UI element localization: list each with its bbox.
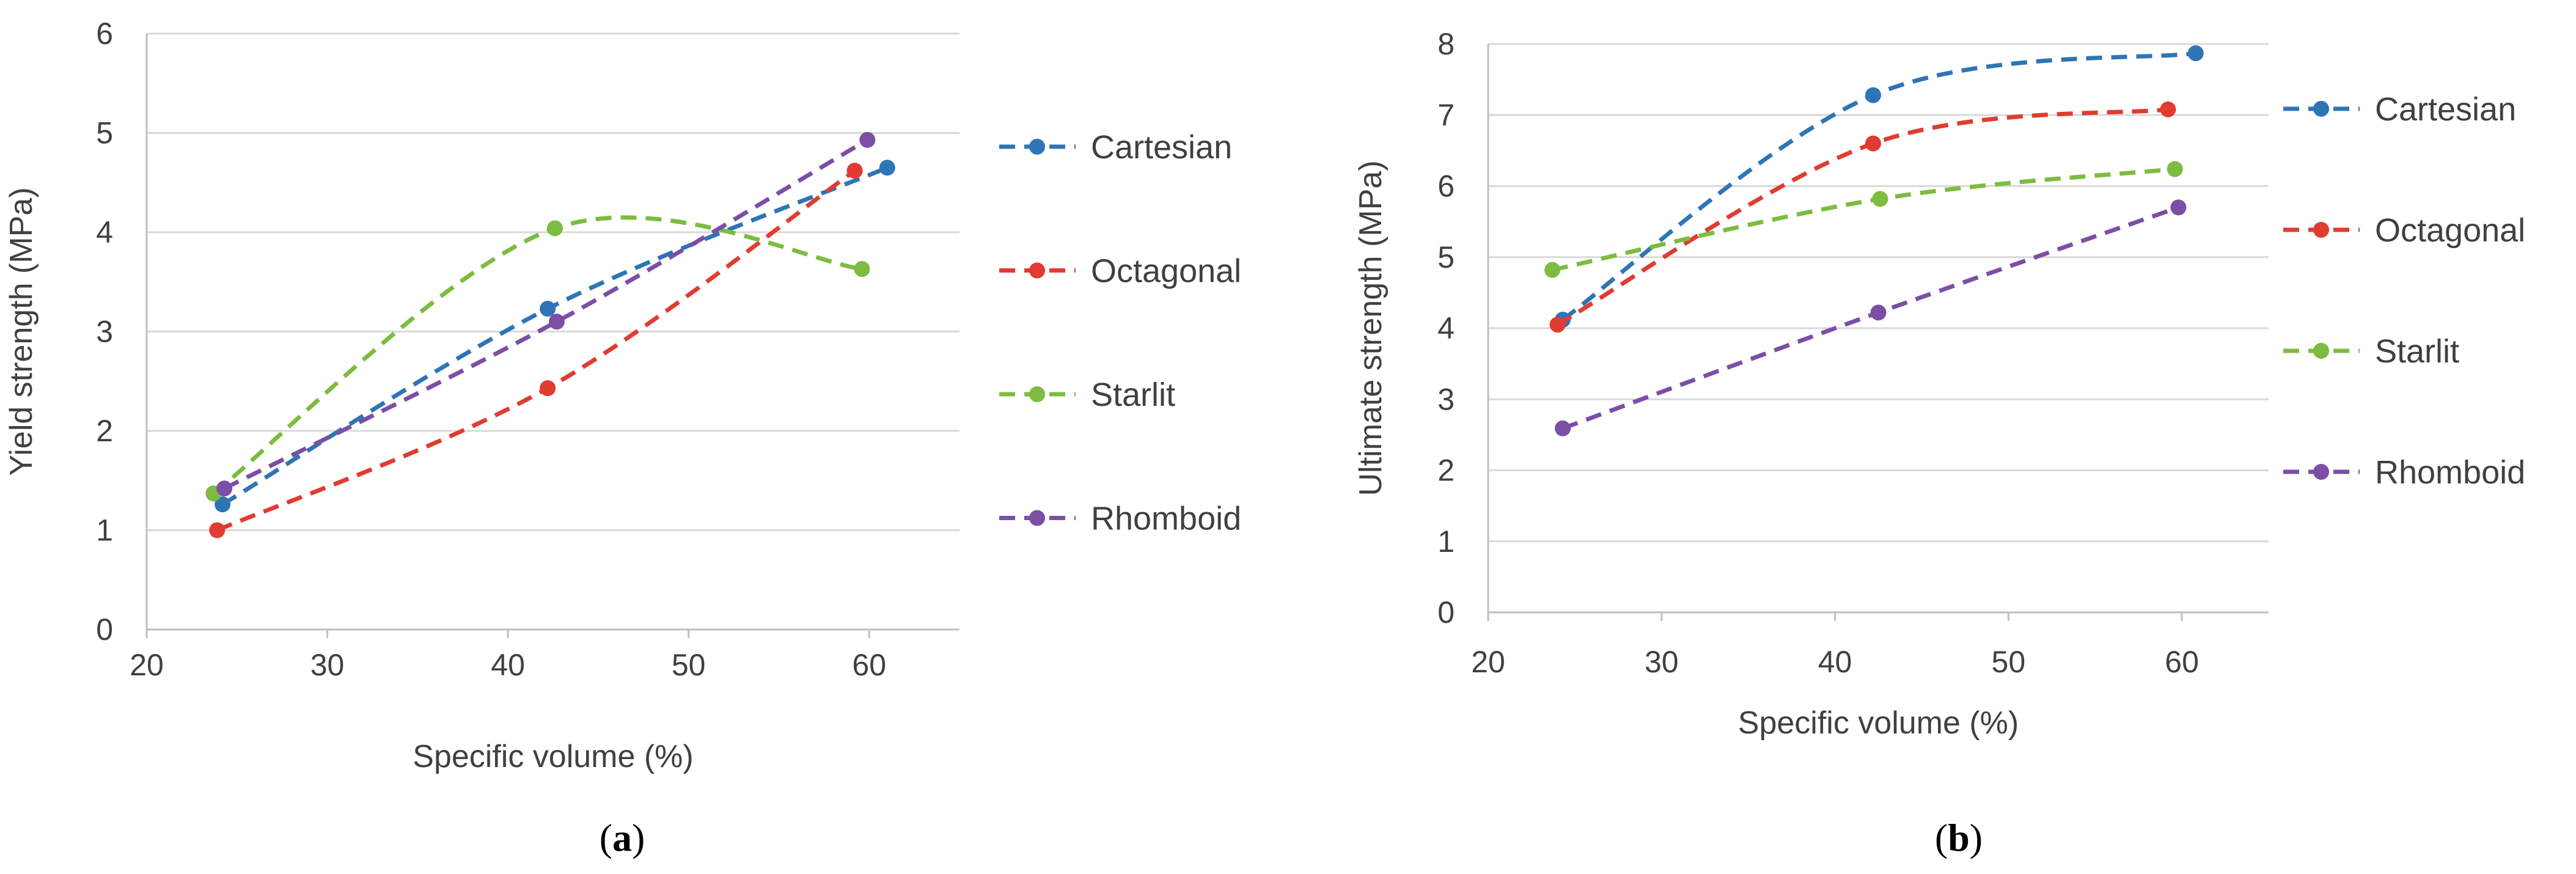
- x-tick-label: 20: [1471, 645, 1505, 679]
- x-tick-label: 20: [130, 648, 164, 682]
- series-line-starlit: [212, 215, 862, 496]
- legend-label-octagonal: Octagonal: [1091, 253, 1241, 290]
- legend-marker: [1029, 386, 1045, 402]
- series-line-octagonal: [216, 169, 856, 532]
- data-point-cartesian: [2187, 45, 2204, 62]
- x-tick-label: 40: [1818, 645, 1852, 679]
- legend-label-starlit: Starlit: [1091, 376, 1175, 413]
- legend-marker: [1029, 262, 1045, 279]
- data-point-octagonal: [540, 380, 556, 397]
- data-point-starlit: [854, 261, 870, 277]
- data-point-starlit: [1872, 191, 1888, 207]
- legend-label-cartesian: Cartesian: [1091, 129, 1232, 166]
- y-tick-label: 6: [96, 17, 113, 51]
- y-tick-label: 0: [96, 612, 113, 647]
- panel-caption: (a): [600, 816, 645, 859]
- y-tick-label: 3: [1437, 382, 1455, 416]
- y-tick-label: 4: [96, 215, 113, 249]
- data-point-rhomboid: [1870, 304, 1887, 321]
- x-axis-title: Specific volume (%): [1738, 705, 2019, 741]
- data-point-starlit: [2167, 161, 2183, 177]
- chart-b: 0 1 2 3 4 5 6 7 8 20 30 40 50 60 Specific volume (%) Ul…: [1353, 27, 2525, 859]
- data-point-rhomboid: [2170, 199, 2187, 216]
- series-line-octagonal: [1556, 107, 2168, 327]
- x-tick-label: 30: [1645, 645, 1679, 679]
- data-point-rhomboid: [216, 480, 233, 497]
- data-point-octagonal: [209, 522, 226, 538]
- legend-label-rhomboid: Rhomboid: [1091, 501, 1241, 537]
- legend-label-octagonal: Octagonal: [2375, 212, 2525, 249]
- legend-marker: [1029, 139, 1045, 155]
- x-tick-label: 60: [2165, 645, 2199, 679]
- legend-label-cartesian: Cartesian: [2375, 91, 2516, 128]
- data-point-starlit: [1544, 262, 1560, 278]
- legend-marker: [1029, 510, 1045, 526]
- chart-a: 0 1 2 3 4 5 6 20 30 40 50 60 Specific volume (%) Yiel…: [4, 17, 1241, 859]
- x-tick-label: 50: [1992, 645, 2026, 679]
- y-tick-label: 2: [96, 414, 113, 448]
- y-tick-label: 7: [1437, 98, 1455, 132]
- legend-marker: [2313, 101, 2329, 117]
- data-point-rhomboid: [548, 314, 565, 330]
- y-tick-label: 5: [96, 116, 113, 150]
- x-tick-label: 50: [672, 648, 706, 682]
- series-line-cartesian: [221, 166, 889, 507]
- x-tick-label: 60: [852, 648, 886, 682]
- data-point-octagonal: [2160, 101, 2176, 117]
- series-line-rhomboid: [1561, 205, 2179, 431]
- data-point-octagonal: [1865, 135, 1881, 152]
- y-tick-label: 8: [1437, 27, 1455, 61]
- y-tick-label: 5: [1437, 240, 1455, 274]
- y-tick-label: 2: [1437, 454, 1455, 488]
- x-tick-label: 40: [491, 648, 525, 682]
- y-tick-label: 1: [96, 513, 113, 548]
- x-axis-title: Specific volume (%): [413, 739, 693, 774]
- panel-caption: (b): [1935, 816, 1983, 859]
- legend-label-rhomboid: Rhomboid: [2375, 454, 2525, 491]
- legend-marker: [2313, 222, 2329, 238]
- y-tick-label: 3: [96, 315, 113, 349]
- y-axis-title: Ultimate strength (MPa): [1353, 160, 1389, 496]
- data-point-rhomboid: [859, 131, 876, 148]
- legend-marker: [2313, 343, 2329, 359]
- data-point-cartesian: [540, 301, 556, 317]
- legend-marker: [2313, 464, 2329, 480]
- y-axis-title: Yield strength (MPa): [4, 187, 39, 476]
- y-tick-label: 6: [1437, 169, 1455, 204]
- data-point-cartesian: [1865, 87, 1881, 103]
- y-tick-label: 0: [1437, 595, 1455, 630]
- data-point-rhomboid: [1555, 420, 1571, 436]
- data-point-octagonal: [1549, 317, 1566, 333]
- y-tick-label: 1: [1437, 524, 1455, 559]
- data-point-starlit: [546, 220, 563, 237]
- data-point-cartesian: [215, 496, 231, 513]
- data-point-cartesian: [879, 160, 895, 176]
- legend-label-starlit: Starlit: [2375, 333, 2459, 370]
- y-tick-label: 4: [1437, 311, 1455, 345]
- data-point-octagonal: [846, 163, 863, 179]
- x-tick-label: 30: [310, 648, 345, 682]
